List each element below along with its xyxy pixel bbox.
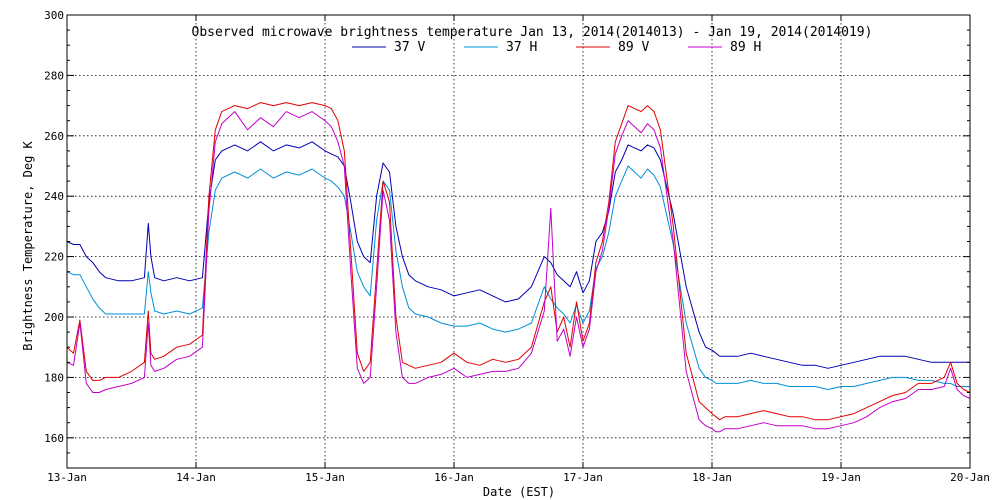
series-line-89-h [66, 111, 971, 433]
y-tick-label: 240 [44, 190, 64, 203]
x-tick-label: 16-Jan [434, 471, 474, 484]
y-tick-label: 180 [44, 371, 64, 384]
legend-label: 37 V [394, 40, 425, 55]
legend-label: 37 H [506, 40, 537, 55]
legend: 37 V 37 H 89 V 89 H [352, 40, 761, 55]
series-line-89-v [66, 102, 971, 421]
y-tick-label: 220 [44, 251, 64, 264]
legend-label: 89 H [730, 40, 761, 55]
x-tick-label: 17-Jan [563, 471, 603, 484]
series-layer [66, 102, 971, 433]
x-tick-label: 18-Jan [692, 471, 732, 484]
legend-label: 89 V [618, 40, 649, 55]
grid-layer [67, 15, 970, 468]
y-tick-label: 160 [44, 432, 64, 445]
y-tick-label: 200 [44, 311, 64, 324]
x-tick-label: 14-Jan [176, 471, 216, 484]
chart-title: Observed microwave brightness temperatur… [192, 25, 873, 40]
y-tick-label: 300 [44, 9, 64, 22]
plot-frame [66, 14, 971, 469]
x-axis-title: Date (EST) [483, 485, 555, 499]
tick-layer [66, 14, 971, 469]
y-tick-label: 260 [44, 130, 64, 143]
x-tick-label: 20-Jan [950, 471, 990, 484]
y-tick-label: 280 [44, 69, 64, 82]
x-tick-label: 19-Jan [821, 471, 861, 484]
x-tick-label: 15-Jan [305, 471, 345, 484]
axis-label-layer: 13-Jan 14-Jan 15-Jan 16-Jan 17-Jan 18-Jan 19-J… [44, 9, 990, 484]
series-line-37-v [66, 141, 970, 369]
y-axis-title: Brightness Temperature, Deg K [21, 140, 35, 350]
x-tick-label: 13-Jan [47, 471, 87, 484]
